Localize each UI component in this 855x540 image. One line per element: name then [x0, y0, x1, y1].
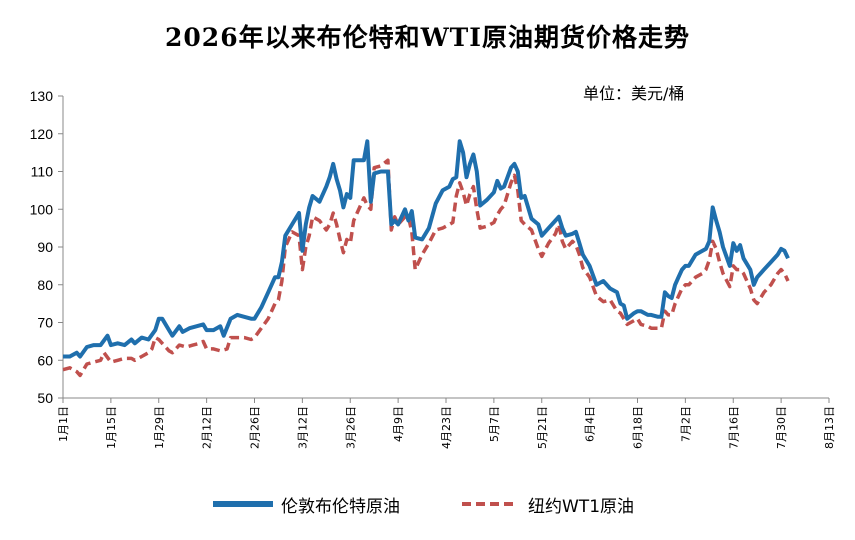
y-tick-label: 130 [30, 88, 54, 104]
y-tick-label: 60 [37, 352, 53, 368]
y-tick-label: 90 [37, 239, 53, 255]
x-tick-label: 3月12日 [296, 406, 309, 449]
series-line-wti [62, 158, 790, 378]
x-tick-label: 2月26日 [249, 406, 262, 449]
legend-swatch-wti [462, 502, 518, 506]
x-tick-label: 6月4日 [584, 406, 597, 442]
legend-label-wti: 纽约WT1原油 [528, 496, 635, 517]
series-layer [62, 139, 790, 378]
x-tick-label: 3月26日 [344, 406, 357, 449]
y-tick-label: 100 [30, 201, 54, 217]
x-tick-label: 1月29日 [153, 406, 166, 449]
unit-label: 单位：美元/桶 [583, 84, 685, 103]
x-tick-label: 7月30日 [775, 406, 788, 449]
y-axis-ticks: 50 60 70 80 90 100 110 120 130 [30, 88, 63, 406]
x-tick-label: 4月9日 [392, 406, 405, 442]
y-tick-label: 50 [37, 390, 53, 406]
y-tick-label: 80 [37, 277, 53, 293]
line-chart: 50 60 70 80 90 100 110 120 130 1月1日 1月15日 1月29日 2月1… [30, 88, 836, 449]
x-axis-ticks: 1月1日 1月15日 1月29日 2月12日 2月26日 3月12日 3月26日 4月9日 4月… [57, 398, 836, 449]
legend-item-wti: 纽约WT1原油 [460, 490, 634, 518]
x-tick-label: 1月1日 [57, 406, 70, 442]
x-tick-label: 8月13日 [823, 406, 836, 449]
legend-label-brent: 伦敦布伦特原油 [281, 496, 400, 517]
x-tick-label: 2月12日 [201, 406, 214, 449]
x-tick-label: 7月16日 [727, 406, 740, 449]
series-line-brent [63, 139, 790, 359]
x-tick-label: 5月7日 [488, 406, 501, 442]
x-tick-label: 4月23日 [440, 406, 453, 449]
y-tick-label: 120 [30, 126, 54, 142]
legend-swatch-brent [213, 501, 273, 507]
y-tick-label: 70 [37, 315, 53, 331]
legend: 伦敦布伦特原油 纽约WT1原油 [0, 490, 855, 518]
chart-title: 2026年以来布伦特和WTI原油期货价格走势 [165, 23, 690, 52]
y-tick-label: 110 [31, 164, 54, 180]
x-tick-label: 6月18日 [632, 406, 645, 449]
x-tick-label: 7月2日 [679, 406, 692, 442]
legend-item-brent: 伦敦布伦特原油 [213, 490, 400, 518]
x-tick-label: 1月15日 [105, 406, 118, 449]
x-tick-label: 5月21日 [536, 406, 549, 449]
